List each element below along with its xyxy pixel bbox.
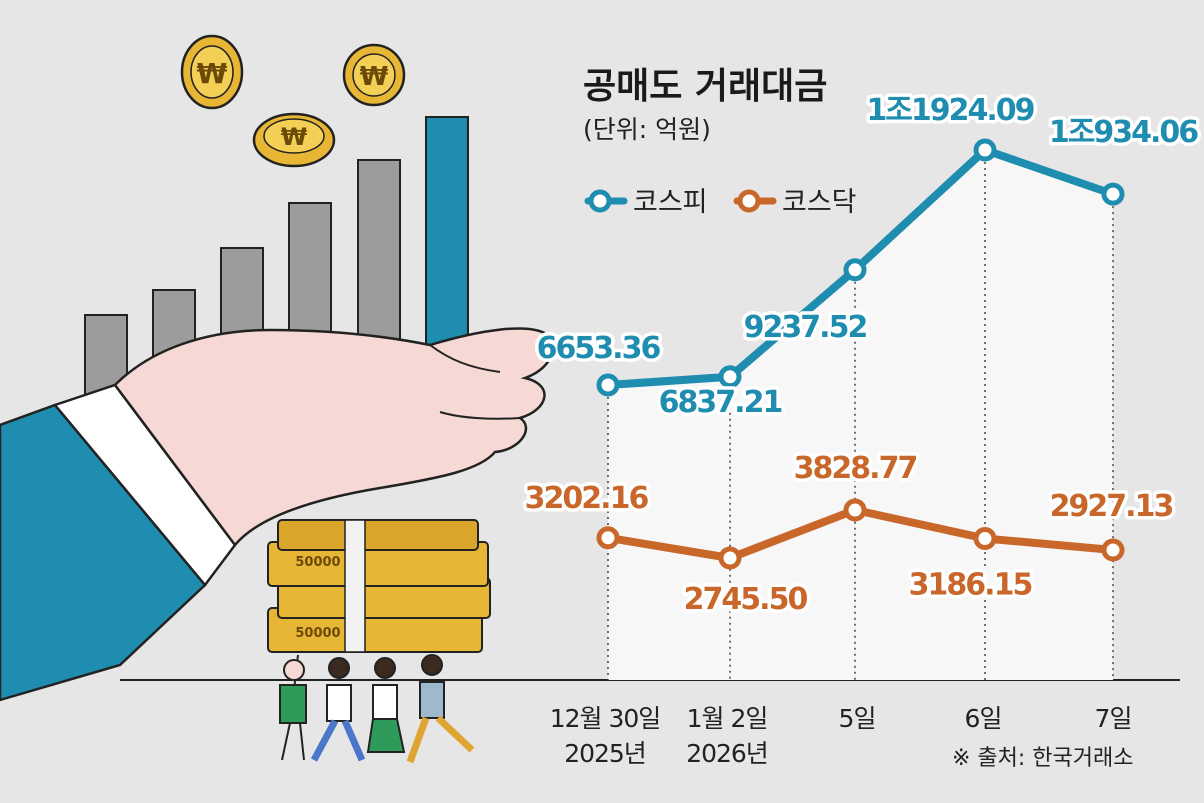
chart-title: 공매도 거래대금: [583, 66, 827, 107]
x-tick-label: 6일: [965, 704, 1002, 733]
data-point-kosdaq: [596, 526, 620, 550]
data-label-kospi: 1조1924.09: [866, 93, 1033, 128]
data-label-kosdaq: 3828.77: [794, 451, 917, 486]
svg-text:50000: 50000: [295, 555, 340, 570]
legend-item-kosdaq: 코스닥: [733, 187, 857, 218]
x-tick-label: 1월 2일: [687, 704, 768, 733]
coin-icon: ₩: [342, 43, 406, 107]
svg-text:₩: ₩: [197, 57, 228, 90]
x-tick-label: 12월 30일: [550, 704, 661, 733]
legend: 코스피 코스닥: [584, 187, 857, 218]
data-point-kospi: [718, 365, 742, 389]
x-tick-year-label: 2025년: [564, 739, 646, 768]
series-points: [596, 138, 1125, 570]
svg-text:₩: ₩: [360, 62, 389, 92]
source-note: ※ 출처: 한국거래소: [952, 746, 1134, 771]
x-tick-label: 5일: [839, 704, 876, 733]
data-label-kosdaq: 3202.16: [525, 481, 649, 516]
data-point-kospi: [596, 373, 620, 397]
data-label-kospi: 9237.52: [744, 310, 867, 345]
people-icon: [279, 654, 475, 764]
data-label-kospi: 1조934.06: [1049, 115, 1198, 150]
coin-icon: ₩: [180, 34, 244, 110]
data-point-kospi: [973, 138, 997, 162]
x-tick-year-label: 2026년: [686, 739, 768, 768]
data-point-kosdaq: [973, 527, 997, 550]
data-point-kospi: [1101, 182, 1125, 206]
x-tick-label: 7일: [1095, 704, 1132, 733]
data-label-kosdaq: 2745.50: [684, 582, 808, 617]
data-label-kosdaq: 3186.15: [909, 568, 1032, 603]
legend-item-kospi: 코스피: [584, 187, 708, 218]
data-point-kosdaq: [718, 546, 742, 570]
data-label-kosdaq: 2927.13: [1050, 489, 1173, 524]
data-labels: 6653.36 6837.21 9237.52 1조1924.09 1조934.06 32…: [521, 90, 1204, 621]
guide-lines: [607, 150, 1114, 680]
svg-text:₩: ₩: [281, 123, 308, 151]
data-point-kosdaq: [1101, 538, 1125, 562]
unit-label: (단위: 억원): [583, 115, 711, 144]
money-stack-icon: 50000 50000: [267, 519, 491, 653]
data-label-kospi: 6653.36: [537, 331, 661, 366]
coin-icon: ₩: [252, 112, 336, 168]
illustration: ₩ ₩ ₩ 50000 50000: [0, 34, 554, 764]
legend-label-kospi: 코스피: [633, 187, 708, 218]
x-axis-labels: 12월 30일 2025년 1월 2일 2026년 5일 6일 7일: [550, 704, 1133, 768]
legend-label-kosdaq: 코스닥: [782, 187, 857, 218]
data-label-kospi: 6837.21: [659, 385, 782, 420]
open-hand-icon: [113, 327, 554, 548]
data-point-kospi: [843, 258, 867, 282]
svg-text:50000: 50000: [295, 626, 340, 641]
data-point-kosdaq: [843, 498, 867, 522]
